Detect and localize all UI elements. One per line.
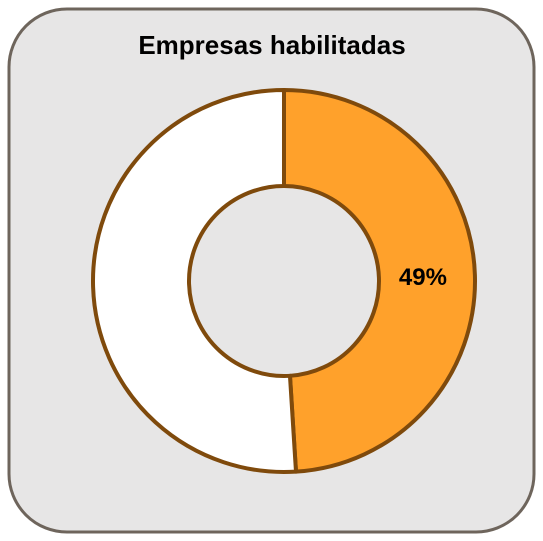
data-label: 49% — [399, 264, 447, 291]
donut-segment — [91, 88, 298, 474]
chart-title: Empresas habilitadas — [138, 30, 405, 60]
donut-segment — [282, 88, 477, 474]
